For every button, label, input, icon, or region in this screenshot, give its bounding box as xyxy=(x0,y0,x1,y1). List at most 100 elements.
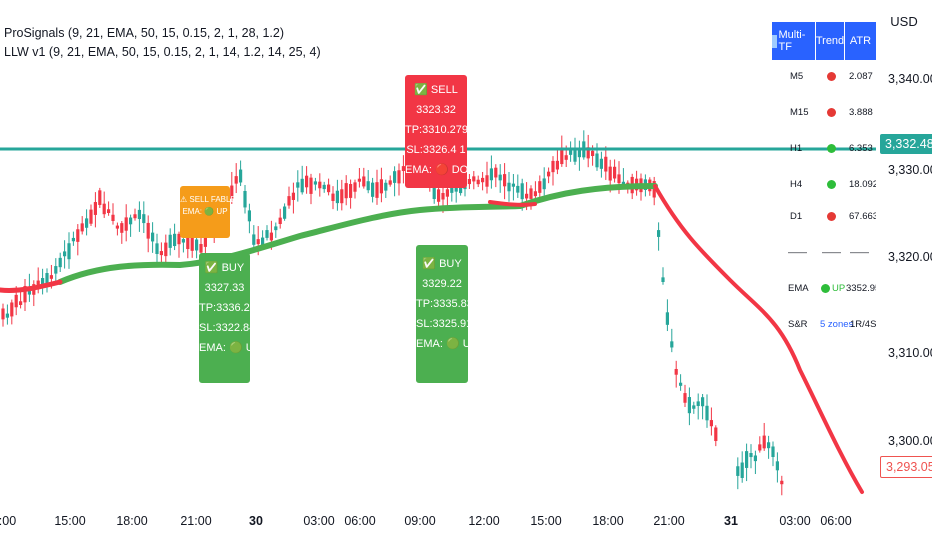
candle-body xyxy=(608,166,612,181)
candle-body xyxy=(137,209,141,220)
atr-value: 67.663 xyxy=(849,211,879,222)
candle-body xyxy=(195,239,199,251)
candle-body xyxy=(445,189,449,197)
candle-body xyxy=(551,160,555,173)
candle-body xyxy=(239,169,243,183)
candle-body xyxy=(107,209,111,214)
candle-body xyxy=(472,176,476,182)
candle-body xyxy=(129,217,133,225)
candle-body xyxy=(573,148,577,162)
candle-body xyxy=(595,153,599,168)
candle-body xyxy=(5,313,9,318)
candle-body xyxy=(256,239,260,245)
price-tick: 3,340.00 xyxy=(888,72,932,86)
time-tick: 18:00 xyxy=(592,514,624,528)
candle-body xyxy=(591,150,595,157)
indicator-legend-llw[interactable]: LLW v1 (9, 21, EMA, 50, 15, 0.15, 2, 1, … xyxy=(4,45,321,59)
ema-value: 3352.953 xyxy=(846,283,886,294)
sell-signal-ema: EMA: 🔴 DOWN xyxy=(405,164,487,176)
time-tick: 2:00 xyxy=(0,514,17,528)
candle-body xyxy=(309,177,313,194)
candle-body xyxy=(85,218,89,228)
sell-fable-ema: EMA: 🟢 UP xyxy=(182,207,228,216)
price-axis[interactable] xyxy=(876,0,932,510)
candle-body xyxy=(58,257,62,268)
atr-value: 2.087 xyxy=(849,71,873,82)
buy-signal-sl: SL:3325.912 xyxy=(416,318,479,330)
candle-body xyxy=(758,444,762,451)
candle-body xyxy=(327,184,331,193)
price-tick: 3,310.00 xyxy=(888,346,932,360)
candle-body xyxy=(247,210,251,222)
tf-label: D1 xyxy=(790,211,803,222)
candle-body xyxy=(155,243,159,254)
candle-body xyxy=(371,182,375,197)
candle-body xyxy=(401,166,405,171)
sell-signal[interactable]: ✅ SELL 3323.32 TP:3310.279 SL:3326.4 1 E… xyxy=(405,75,487,188)
candle-body xyxy=(45,273,49,286)
sr-label: S&R xyxy=(788,319,808,330)
candle-body xyxy=(485,175,489,187)
atr-header: ATR xyxy=(845,22,877,60)
time-tick: 31 xyxy=(724,514,738,528)
time-tick: 09:00 xyxy=(404,514,436,528)
candle-body xyxy=(771,446,775,458)
buy-signal-2[interactable]: ✅ BUY 3329.22 TP:3335.835 SL:3325.912 EM… xyxy=(416,245,479,383)
candle-body xyxy=(384,182,388,191)
trend-down-icon xyxy=(827,72,836,81)
candle-body xyxy=(555,160,559,170)
candle-body xyxy=(613,166,617,179)
candle-body xyxy=(274,226,278,231)
candle-body xyxy=(344,183,348,199)
candle-body xyxy=(269,232,273,241)
trend-down-icon xyxy=(827,108,836,117)
candle-body xyxy=(450,186,454,193)
candle-body xyxy=(93,202,97,215)
candle-body xyxy=(547,171,551,177)
time-tick: 03:00 xyxy=(303,514,335,528)
sell-signal-sl: SL:3326.4 1 xyxy=(406,144,466,156)
tf-label: H4 xyxy=(790,179,803,190)
candle-body xyxy=(604,156,608,172)
candle-body xyxy=(54,266,58,274)
candle-body xyxy=(124,217,128,231)
candle-body xyxy=(670,341,674,348)
candle-body xyxy=(291,192,295,200)
bar-chart-icon xyxy=(772,34,777,48)
candle-body xyxy=(657,230,661,237)
candle-body xyxy=(489,168,493,181)
candle-body xyxy=(353,182,357,192)
candle-body xyxy=(577,150,581,158)
trend-down-icon xyxy=(827,212,836,221)
currency-label[interactable]: USD xyxy=(890,14,918,29)
time-tick: 12:00 xyxy=(468,514,500,528)
candle-body xyxy=(564,155,568,160)
candle-body xyxy=(89,209,93,224)
ema-line-down xyxy=(488,184,864,494)
sell-fable-signal[interactable]: ⚠ SELL FABLE EMA: 🟢 UP xyxy=(180,186,236,238)
tf-label: H1 xyxy=(790,143,803,154)
candle-body xyxy=(441,192,445,200)
candle-body xyxy=(164,242,168,257)
buy-signal-price: 3329.22 xyxy=(422,278,462,290)
buy-signal-1[interactable]: ✅ BUY 3327.33 TP:3336.295 SL:3322.847 EM… xyxy=(199,253,262,383)
candle-body xyxy=(736,466,740,476)
time-tick: 03:00 xyxy=(779,514,811,528)
buy-signal-tp: TP:3336.295 xyxy=(199,302,262,314)
candle-body xyxy=(775,461,779,471)
candle-body xyxy=(10,302,14,317)
sr-zones: 5 zones xyxy=(820,319,854,330)
candle-body xyxy=(63,251,67,257)
buy-signal-tp: TP:3335.835 xyxy=(416,298,479,310)
candle-body xyxy=(283,206,287,219)
candle-body xyxy=(71,237,75,242)
candle-body xyxy=(322,184,326,190)
candle-body xyxy=(349,183,353,198)
candle-body xyxy=(467,178,471,185)
indicator-legend-prosignals[interactable]: ProSignals (9, 21, EMA, 50, 15, 0.15, 2,… xyxy=(4,26,285,40)
candle-body xyxy=(80,223,84,232)
multi-tf-header: Multi-TF xyxy=(772,22,816,60)
candle-body xyxy=(335,190,339,204)
candle-body xyxy=(494,167,498,178)
candle-body xyxy=(177,233,181,245)
